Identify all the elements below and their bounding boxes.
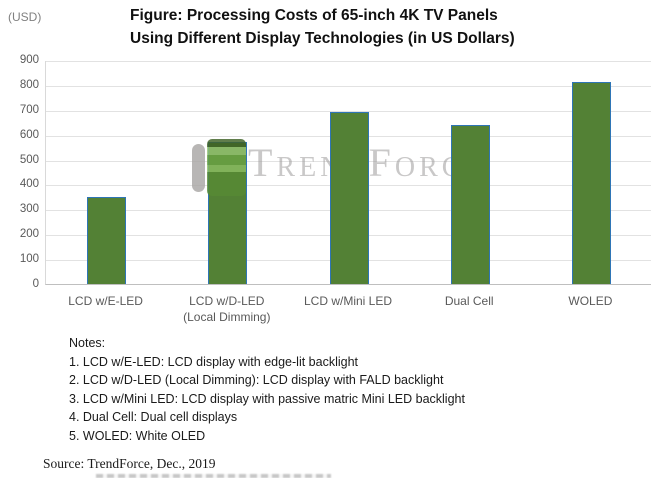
y-axis-tick-label-500: 500 (19, 153, 39, 166)
gridline-700 (46, 110, 651, 112)
y-axis-tick-label-400: 400 (19, 178, 39, 191)
source-line: Source: TrendForce, Dec., 2019 (43, 456, 216, 471)
bar-lcd-w-mini-led (329, 112, 369, 284)
y-axis-tick-label-900: 900 (19, 54, 39, 66)
logo-gray-bar (192, 144, 205, 192)
y-axis-tick-label-0: 0 (32, 278, 39, 290)
y-axis-tick-label-700: 700 (19, 103, 39, 116)
notes-heading: Notes: (69, 336, 106, 350)
cropped-text-artifact (96, 474, 331, 478)
note-item: 2. LCD w/D-LED (Local Dimming): LCD disp… (69, 373, 444, 388)
y-axis-tick-label-200: 200 (19, 228, 39, 241)
bar-woled (571, 82, 611, 284)
x-axis-label-lcd-w-e-led: LCD w/E-LED (36, 293, 176, 309)
note-item: 3. LCD w/Mini LED: LCD display with pass… (69, 391, 465, 406)
trendforce-logo-icon (192, 139, 246, 196)
x-axis-label-lcd-w-mini-led: LCD w/Mini LED (278, 293, 418, 309)
y-axis-tick-label-600: 600 (19, 128, 39, 141)
x-axis-label-line: LCD w/D-LED (189, 294, 265, 308)
chart-title-line1: Figure: Processing Costs of 65-inch 4K T… (130, 7, 498, 24)
note-item: 5. WOLED: White OLED (69, 428, 206, 443)
chart-title: Figure: Processing Costs of 65-inch 4K T… (130, 4, 515, 50)
y-axis-tick-label-300: 300 (19, 203, 39, 216)
note-item: 1. LCD w/E-LED: LCD display with edge-li… (69, 354, 359, 369)
x-axis-label-lcd-w-d-led-local-dimming: LCD w/D-LED (Local Dimming) (157, 293, 297, 325)
x-axis-label-dual-cell: Dual Cell (399, 293, 539, 309)
bar-lcd-w-e-led (87, 196, 127, 284)
logo-green-f (207, 139, 246, 196)
y-axis-tick-label-800: 800 (19, 78, 39, 91)
x-axis-label-woled: WOLED (520, 293, 656, 309)
x-axis-label-line: LCD w/Mini LED (303, 294, 393, 308)
bar-dual-cell (450, 124, 490, 284)
gridline-800 (46, 85, 651, 87)
x-axis-label-line: Dual Cell (444, 294, 494, 308)
notes-list: 1. LCD w/E-LED: LCD display with edge-li… (69, 353, 465, 446)
note-item: 4. Dual Cell: Dual cell displays (69, 410, 238, 425)
gridline-900 (46, 61, 651, 62)
y-axis-unit-label: (USD) (8, 10, 42, 24)
x-axis-label-line: WOLED (568, 294, 613, 308)
plot-area (45, 61, 651, 285)
y-axis-tick-label-100: 100 (19, 253, 39, 266)
notes-block: Notes: 1. LCD w/E-LED: LCD display with … (69, 334, 465, 446)
x-axis-label-line: LCD w/E-LED (68, 294, 143, 308)
x-axis-label-line: (Local Dimming) (183, 310, 271, 324)
chart-title-line2: Using Different Display Technologies (in… (130, 30, 515, 47)
